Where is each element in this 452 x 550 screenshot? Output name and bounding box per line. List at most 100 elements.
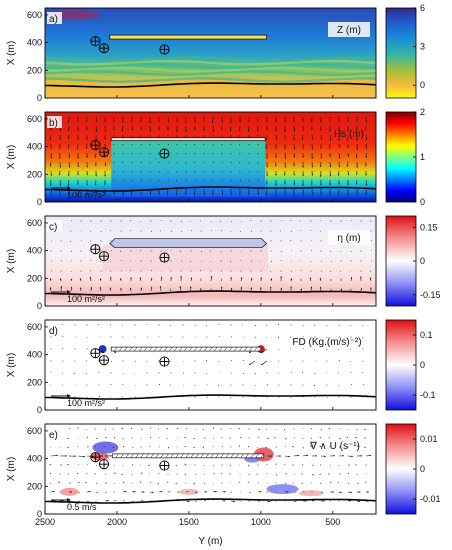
vector-arrow bbox=[310, 437, 313, 439]
vector-head bbox=[275, 173, 277, 176]
vector-arrow bbox=[254, 372, 256, 374]
vector-arrow bbox=[254, 324, 257, 327]
vector-dot bbox=[257, 464, 259, 466]
vector-arrow bbox=[122, 152, 124, 155]
vector-head bbox=[77, 173, 79, 176]
vector-head bbox=[328, 147, 331, 149]
vector-head bbox=[349, 499, 352, 502]
vector-head bbox=[266, 138, 268, 140]
vector-arrow bbox=[148, 464, 151, 466]
vector-head bbox=[347, 130, 349, 132]
vector-dot bbox=[350, 396, 352, 398]
y-tick-label: 0 bbox=[37, 197, 42, 207]
vector-head bbox=[230, 277, 232, 279]
breakwater-hatch bbox=[203, 346, 208, 352]
colorbar-tick-label: -0.15 bbox=[420, 290, 441, 300]
vector-arrow bbox=[362, 371, 364, 374]
vector-head bbox=[49, 184, 52, 186]
vector-head bbox=[68, 174, 70, 176]
breakwater-hatch bbox=[183, 346, 188, 352]
breakwater-hatch bbox=[135, 453, 139, 458]
plot-frame bbox=[44, 111, 377, 203]
x-tick-label: 1500 bbox=[179, 517, 199, 527]
vector-head bbox=[284, 193, 286, 195]
vector-dot bbox=[248, 500, 250, 502]
vector-dot bbox=[293, 428, 295, 430]
y-tick-label: 400 bbox=[27, 246, 42, 256]
scale-arrow-head bbox=[67, 186, 71, 190]
blob-negative bbox=[98, 345, 107, 354]
vector-head bbox=[166, 193, 169, 195]
vector-head bbox=[85, 146, 88, 149]
vector-head bbox=[338, 165, 341, 168]
vector-dot bbox=[326, 384, 328, 386]
breakwater-hatch bbox=[155, 453, 159, 458]
vector-head bbox=[120, 278, 122, 280]
vector-head bbox=[86, 166, 89, 168]
breakwater-hatch bbox=[148, 346, 153, 352]
vector-arrow bbox=[140, 499, 144, 502]
vector-head bbox=[211, 121, 214, 123]
vector-arrow bbox=[184, 463, 187, 466]
vector-head bbox=[249, 363, 251, 365]
vector-head bbox=[302, 156, 304, 158]
vector-arrow bbox=[328, 427, 331, 430]
breakwater-hatch bbox=[260, 453, 264, 458]
vector-arrow bbox=[370, 240, 372, 242]
vector-head bbox=[358, 491, 361, 493]
vector-head bbox=[356, 166, 358, 168]
vector-scale-label: 100 m²/s² bbox=[67, 294, 105, 304]
vector-dot bbox=[74, 396, 76, 398]
vector-head bbox=[320, 183, 322, 186]
breakwater-hatch bbox=[130, 453, 134, 458]
vector-arrow bbox=[220, 278, 222, 282]
vector-arrow bbox=[230, 336, 232, 338]
vector-head bbox=[159, 286, 162, 288]
vector-dot bbox=[248, 428, 250, 430]
breakwater-hatch bbox=[208, 346, 213, 352]
vector-scale-label: 100 m²/s² bbox=[67, 398, 105, 408]
vector-head bbox=[275, 147, 277, 149]
vector-arrow bbox=[193, 437, 196, 440]
vector-head bbox=[337, 174, 340, 176]
vector-arrow bbox=[184, 445, 187, 448]
vector-arrow bbox=[346, 436, 349, 439]
vector-arrow bbox=[284, 446, 286, 448]
vector-dot bbox=[120, 230, 122, 232]
vector-arrow bbox=[230, 359, 233, 362]
breakwater-hatch bbox=[230, 453, 234, 458]
vector-arrow bbox=[338, 359, 341, 362]
vector-dot bbox=[266, 491, 268, 493]
vector-head bbox=[221, 193, 224, 195]
colorbar-tick-label: 0.1 bbox=[420, 330, 433, 340]
vector-dot bbox=[80, 270, 82, 272]
panel-e: e) ∇ ∧ U (s⁻¹) 0.5 m/s 0 200 400 600 2500 2000 15… bbox=[6, 423, 441, 527]
colorbar-tick-label: 6 bbox=[420, 3, 425, 13]
vector-dot bbox=[270, 240, 272, 242]
vector-head bbox=[261, 363, 263, 365]
vector-head bbox=[70, 491, 73, 493]
breakwater-hatch bbox=[173, 346, 178, 352]
vector-dot bbox=[150, 220, 152, 222]
vector-dot bbox=[50, 348, 52, 350]
vector-arrow bbox=[185, 152, 187, 155]
vector-dot bbox=[70, 230, 72, 232]
vector-arrow bbox=[284, 428, 286, 431]
breakwater-hatch bbox=[170, 453, 174, 458]
vector-head bbox=[337, 193, 340, 195]
depth-band bbox=[45, 77, 376, 83]
plot-area bbox=[45, 216, 376, 306]
vector-arrow bbox=[356, 445, 360, 448]
vector-arrow bbox=[49, 472, 52, 475]
vector-head bbox=[107, 499, 109, 502]
vector-head bbox=[290, 278, 293, 280]
vector-head bbox=[347, 173, 350, 176]
vector-dot bbox=[158, 360, 160, 362]
panel-letter: a) bbox=[49, 14, 58, 25]
vector-head bbox=[311, 128, 313, 131]
vector-head bbox=[176, 120, 178, 123]
vector-head bbox=[220, 286, 223, 289]
vector-arrow bbox=[350, 383, 352, 386]
vector-head bbox=[355, 182, 358, 185]
vector-head bbox=[104, 193, 106, 195]
